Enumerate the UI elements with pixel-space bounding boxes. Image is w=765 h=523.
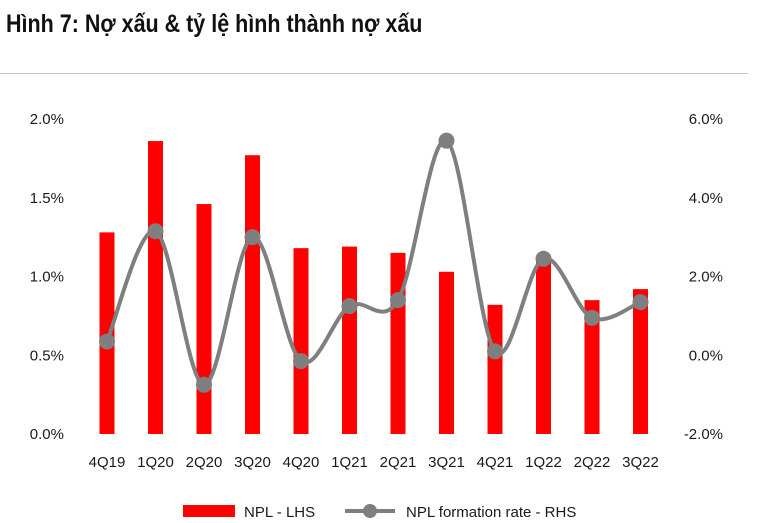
npl-formation-point	[99, 333, 115, 350]
legend: NPL - LHS NPL formation rate - RHS	[183, 504, 576, 521]
x-axis-tick-label: 3Q22	[622, 454, 659, 471]
legend-bar-swatch	[183, 505, 235, 517]
x-axis: 4Q19 1Q20 2Q20 3Q20 4Q20 1Q21 2Q21 3Q21 4Q21 1Q22…	[89, 454, 659, 471]
npl-formation-point	[147, 223, 164, 240]
npl-formation-point	[341, 298, 358, 315]
npl-formation-point	[438, 132, 455, 149]
bar-series-layer	[99, 141, 648, 435]
npl-formation-line	[105, 138, 642, 387]
npl-bar	[439, 271, 454, 434]
npl-bar	[293, 248, 309, 434]
legend-line-marker	[363, 504, 377, 518]
x-axis-tick-label: 3Q21	[428, 454, 465, 471]
npl-formation-point	[584, 309, 600, 326]
right-axis-tick-label: -2.0%	[684, 426, 723, 443]
npl-bar	[584, 300, 600, 434]
npl-bar	[245, 155, 260, 434]
legend-line-label: NPL formation rate - RHS	[406, 504, 576, 521]
legend-item-formation: NPL formation rate - RHS	[345, 504, 576, 521]
npl-bar	[487, 304, 503, 434]
x-axis-tick-label: 1Q21	[331, 454, 368, 471]
npl-bar	[633, 289, 648, 434]
npl-bar	[342, 246, 357, 434]
npl-formation-point	[196, 376, 212, 393]
x-axis-tick-label: 4Q19	[89, 454, 126, 471]
x-axis-tick-label: 4Q20	[283, 454, 320, 471]
left-axis-tick-label: 1.5%	[30, 190, 64, 207]
npl-formation-point	[293, 353, 309, 370]
npl-formation-point	[244, 229, 261, 246]
npl-formation-point	[535, 250, 552, 267]
x-axis-tick-label: 2Q22	[574, 454, 611, 471]
x-axis-tick-label: 1Q20	[137, 454, 174, 471]
left-axis-tick-label: 0.5%	[30, 347, 64, 364]
line-series-layer	[99, 132, 649, 393]
npl-bar	[99, 232, 115, 434]
npl-formation-point	[390, 292, 406, 309]
left-axis: 0.0% 0.5% 1.0% 1.5% 2.0%	[30, 111, 64, 443]
title-divider	[0, 73, 748, 74]
npl-bar	[196, 204, 212, 434]
npl-bar	[536, 257, 551, 434]
x-axis-tick-label: 1Q22	[525, 454, 562, 471]
right-axis-tick-label: 2.0%	[689, 269, 723, 286]
x-axis-tick-label: 2Q20	[186, 454, 223, 471]
left-axis-tick-label: 0.0%	[30, 426, 64, 443]
x-axis-tick-label: 3Q20	[234, 454, 271, 471]
x-axis-tick-label: 2Q21	[380, 454, 417, 471]
right-axis-tick-label: 6.0%	[689, 111, 723, 128]
right-axis-tick-label: 0.0%	[689, 347, 723, 364]
right-axis-tick-label: 4.0%	[689, 190, 723, 207]
npl-bar	[390, 252, 406, 434]
x-axis-tick-label: 4Q21	[477, 454, 514, 471]
legend-item-npl: NPL - LHS	[183, 504, 315, 521]
npl-bar	[148, 141, 163, 435]
figure-title: Hình 7: Nợ xấu & tỷ lệ hình thành nợ xấu	[6, 10, 423, 38]
left-axis-tick-label: 2.0%	[30, 111, 64, 128]
left-axis-tick-label: 1.0%	[30, 269, 64, 286]
npl-formation-point	[487, 343, 503, 360]
right-axis: -2.0% 0.0% 2.0% 4.0% 6.0%	[684, 111, 723, 443]
npl-formation-point	[632, 294, 649, 311]
legend-bar-label: NPL - LHS	[244, 504, 315, 521]
